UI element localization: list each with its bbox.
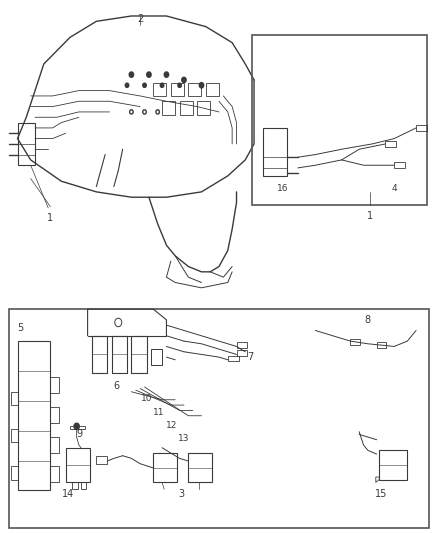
Circle shape: [125, 83, 129, 87]
Bar: [197, 101, 210, 115]
Text: 9: 9: [77, 429, 83, 439]
Bar: [206, 83, 219, 96]
Bar: [162, 101, 175, 115]
Circle shape: [129, 72, 134, 77]
Bar: [11, 392, 18, 405]
Text: 16: 16: [277, 184, 288, 193]
Circle shape: [147, 72, 151, 77]
Text: 2: 2: [137, 14, 143, 24]
Bar: [385, 141, 396, 147]
Bar: [151, 349, 162, 365]
Bar: [50, 407, 59, 423]
Bar: [11, 466, 18, 480]
Circle shape: [74, 423, 79, 430]
Bar: [252, 35, 427, 205]
Bar: [153, 83, 166, 96]
Circle shape: [178, 83, 181, 87]
Text: 5: 5: [18, 323, 24, 333]
Bar: [9, 309, 429, 528]
Circle shape: [182, 77, 186, 83]
Text: 6: 6: [113, 381, 119, 391]
Bar: [81, 482, 86, 489]
Bar: [188, 83, 201, 96]
Bar: [50, 437, 59, 453]
Text: 12: 12: [166, 421, 177, 430]
Bar: [394, 162, 405, 168]
Bar: [188, 453, 212, 482]
Circle shape: [160, 83, 164, 87]
Text: 8: 8: [365, 315, 371, 325]
Bar: [92, 336, 107, 373]
Bar: [171, 83, 184, 96]
Circle shape: [199, 83, 204, 88]
Bar: [237, 342, 247, 348]
Bar: [379, 450, 407, 480]
Text: 15: 15: [375, 489, 387, 499]
Bar: [66, 448, 90, 482]
Circle shape: [143, 83, 146, 87]
Bar: [416, 125, 427, 131]
Bar: [153, 453, 177, 482]
Text: 10: 10: [141, 394, 152, 403]
Bar: [228, 356, 239, 361]
Circle shape: [164, 72, 169, 77]
Text: 1: 1: [47, 213, 53, 223]
Bar: [180, 101, 193, 115]
Bar: [11, 429, 18, 442]
Bar: [72, 482, 78, 489]
Bar: [18, 341, 50, 490]
Text: 1: 1: [367, 211, 373, 221]
Bar: [50, 377, 59, 393]
Text: 7: 7: [247, 352, 254, 362]
Bar: [70, 426, 85, 429]
Bar: [18, 123, 35, 165]
Bar: [237, 350, 247, 356]
Text: 14: 14: [62, 489, 74, 499]
Bar: [263, 128, 287, 176]
Text: 11: 11: [153, 408, 165, 417]
Text: 4: 4: [392, 184, 397, 193]
Bar: [96, 456, 107, 464]
Bar: [50, 466, 59, 482]
Bar: [131, 336, 147, 373]
Text: 3: 3: [179, 489, 185, 499]
Text: 13: 13: [178, 434, 189, 443]
Bar: [350, 339, 360, 345]
Bar: [377, 342, 386, 348]
Bar: [112, 336, 127, 373]
